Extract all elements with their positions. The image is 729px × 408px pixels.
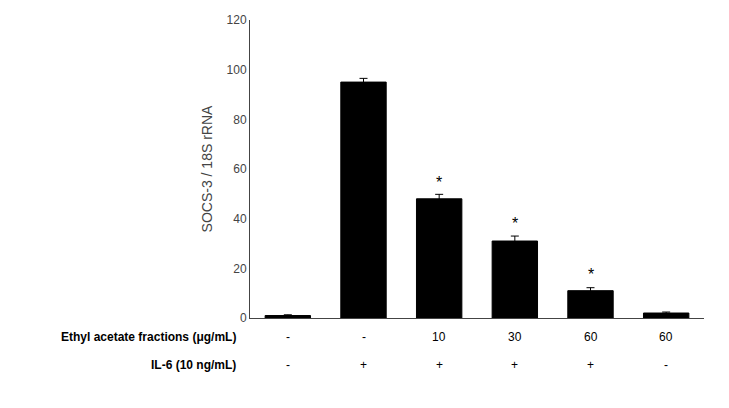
svg-text:120: 120 xyxy=(227,13,247,27)
svg-text:IL-6 (10 ng/mL): IL-6 (10 ng/mL) xyxy=(151,358,236,372)
svg-text:30: 30 xyxy=(508,330,522,344)
svg-text:-: - xyxy=(664,358,668,372)
svg-text:10: 10 xyxy=(432,330,446,344)
svg-text:20: 20 xyxy=(233,262,247,276)
svg-text:*: * xyxy=(588,266,594,283)
svg-text:-: - xyxy=(286,330,290,344)
svg-text:100: 100 xyxy=(227,63,247,77)
svg-text:-: - xyxy=(286,358,290,372)
svg-text:60: 60 xyxy=(233,162,247,176)
svg-text:Ethyl acetate fractions (μg/mL: Ethyl acetate fractions (μg/mL) xyxy=(61,330,236,344)
svg-text:0: 0 xyxy=(240,311,247,325)
svg-text:40: 40 xyxy=(233,212,247,226)
svg-text:+: + xyxy=(436,358,443,372)
svg-text:*: * xyxy=(512,215,518,232)
svg-text:+: + xyxy=(587,358,594,372)
svg-text:80: 80 xyxy=(233,113,247,127)
svg-text:60: 60 xyxy=(584,330,598,344)
svg-text:60: 60 xyxy=(659,330,673,344)
svg-text:SOCS-3 / 18S rRNA: SOCS-3 / 18S rRNA xyxy=(199,105,215,232)
svg-text:-: - xyxy=(362,330,366,344)
svg-text:*: * xyxy=(436,174,442,191)
svg-text:+: + xyxy=(511,358,518,372)
svg-text:+: + xyxy=(360,358,367,372)
